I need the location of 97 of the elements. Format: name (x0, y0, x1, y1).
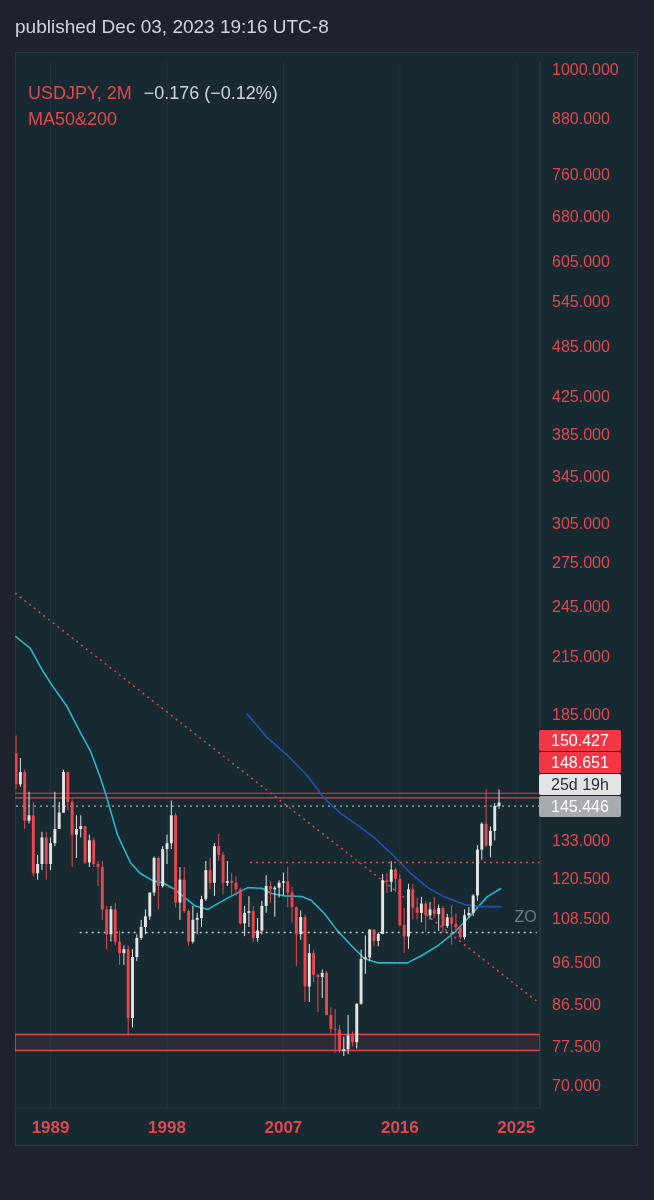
candlestick (342, 1036, 346, 1057)
y-tick-label: 605.000 (552, 253, 610, 271)
y-tick-label: 545.000 (552, 292, 610, 310)
y-tick-label: 680.000 (552, 208, 610, 226)
candlestick (277, 879, 281, 899)
candlestick (148, 892, 152, 921)
candlestick (118, 930, 122, 966)
candlestick (57, 801, 61, 830)
candlestick (432, 896, 436, 919)
y-tick-label: 70.000 (552, 1077, 602, 1095)
series-label: ZO (513, 907, 537, 928)
candlestick (329, 1006, 333, 1035)
candlestick (79, 814, 83, 838)
candlestick (269, 880, 272, 904)
candlestick (419, 896, 423, 923)
candlestick (281, 872, 285, 896)
candlestick (312, 949, 316, 983)
y-tick-label: 345.000 (552, 467, 610, 485)
candlestick (139, 919, 143, 941)
y-tick-label: 120.500 (552, 869, 610, 887)
y-tick-label: 275.000 (552, 554, 610, 572)
candlestick (74, 814, 78, 859)
ref-line-label: 150.427 (539, 729, 621, 751)
y-tick-label: 96.500 (552, 954, 602, 972)
candlestick (208, 857, 212, 890)
candlestick (320, 969, 324, 999)
candlestick (402, 907, 406, 954)
candlestick (385, 872, 389, 894)
candlestick (316, 973, 320, 1013)
text: 25d 19h (539, 773, 621, 795)
candlestick (87, 834, 91, 868)
ref-line-label: 148.651 (539, 751, 621, 773)
candlestick (338, 1024, 341, 1054)
y-tick-label: 185.000 (552, 705, 610, 723)
candlestick (286, 866, 290, 908)
candlestick (200, 895, 203, 928)
annotation: MA50&200 (28, 108, 118, 130)
candlestick (484, 788, 488, 848)
candlestick (36, 854, 40, 881)
y-tick-label: 425.000 (552, 387, 610, 405)
candlestick (18, 757, 22, 788)
candlestick (92, 836, 96, 868)
candlestick (217, 833, 221, 862)
candlestick (471, 893, 475, 917)
y-tick-label: 133.000 (552, 831, 610, 849)
line-series (15, 635, 502, 964)
x-tick-label: 1989 (31, 1117, 70, 1137)
x-tick-label: 1998 (148, 1117, 186, 1137)
candlestick (389, 860, 393, 893)
candlestick (247, 895, 251, 928)
candlestick (450, 904, 454, 946)
text: −0.176 (−0.12%) (143, 83, 278, 103)
y-tick-label: 485.000 (552, 337, 610, 355)
y-tick-label: 305.000 (552, 514, 610, 532)
x-tick-label: 2016 (380, 1117, 419, 1137)
candlestick (299, 909, 303, 941)
candlestick (53, 791, 57, 847)
candlestick (488, 825, 492, 858)
text: USDJPY, 2M (28, 83, 132, 103)
candlestick (363, 934, 367, 975)
candlestick (191, 905, 195, 945)
candlestick (424, 900, 428, 933)
y-tick-label: 215.000 (552, 648, 610, 666)
candlestick (256, 917, 260, 943)
candlestick (415, 897, 419, 920)
y-tick-label: 880.000 (552, 109, 610, 127)
y-tick-label: 86.500 (552, 996, 602, 1014)
y-tick-label: 760.000 (552, 165, 610, 183)
y-tick-label: 385.000 (552, 425, 610, 443)
candlestick (243, 905, 247, 937)
candlestick (497, 789, 501, 810)
candlestick (264, 874, 268, 914)
y-tick-label: 245.000 (552, 598, 610, 616)
candlestick (437, 904, 441, 932)
line-series (245, 712, 502, 908)
candlestick (135, 933, 139, 962)
y-tick-label: 108.500 (552, 909, 610, 927)
candlestick (428, 901, 432, 920)
candlestick (346, 1014, 350, 1055)
candlestick (49, 836, 53, 871)
y-tick-label: 77.500 (552, 1038, 602, 1056)
x-tick-label: 2025 (497, 1117, 536, 1137)
candlestick (333, 1008, 337, 1054)
y-tick-label: 1000.000 (552, 61, 619, 79)
candlestick (394, 867, 398, 893)
candlestick (290, 886, 294, 924)
text: published Dec 03, 2023 19:16 UTC-8 (15, 16, 329, 38)
candlestick (122, 944, 126, 966)
x-tick-label: 2007 (264, 1117, 303, 1137)
candlestick (463, 908, 466, 940)
ref-line-label: 145.446 (539, 795, 621, 817)
candlestick (225, 860, 229, 887)
candlestick (178, 866, 182, 921)
candlestick (143, 908, 147, 935)
candlestick (230, 872, 234, 897)
candlestick (195, 912, 199, 935)
candlestick (411, 883, 415, 920)
